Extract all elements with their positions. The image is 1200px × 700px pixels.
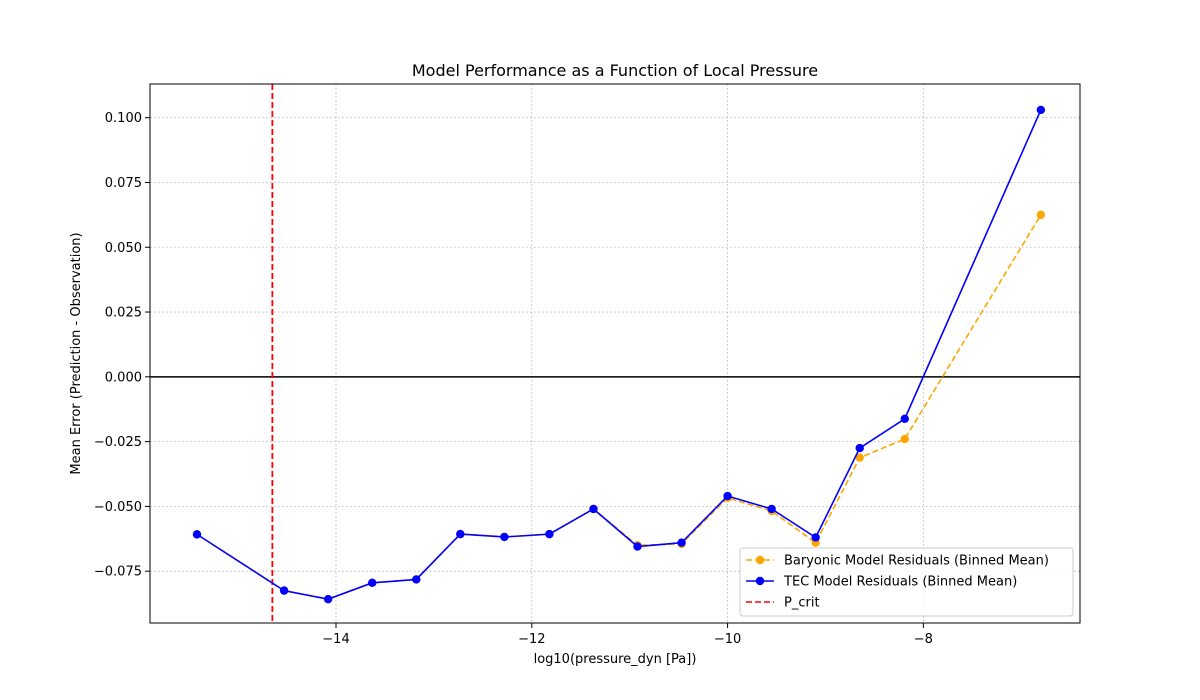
series-layer (192, 105, 1046, 604)
y-tick-label: −0.075 (94, 565, 142, 580)
plot-frame (149, 83, 1081, 624)
data-point (723, 491, 732, 501)
data-point (323, 594, 333, 604)
data-point (192, 530, 202, 539)
y-axis-label: Mean Error (Prediction - Observation) (69, 232, 84, 474)
data-point (677, 538, 686, 547)
data-point (589, 504, 598, 514)
data-point (1036, 105, 1046, 115)
legend-marker (755, 555, 765, 565)
x-axis-label: log10(pressure_dyn [Pa]) (534, 652, 697, 667)
y-tick-label: −0.050 (94, 500, 142, 515)
data-point (412, 575, 421, 584)
y-tick-label: 0.075 (105, 176, 142, 191)
legend-label: P_crit (784, 596, 820, 611)
x-tick-label: −12 (518, 632, 545, 647)
data-point (855, 443, 864, 453)
data-point (855, 453, 864, 462)
y-tick-label: 0.050 (105, 241, 142, 256)
data-point (456, 529, 465, 539)
data-point (767, 504, 776, 514)
data-point (633, 542, 642, 551)
legend: Baryonic Model Residuals (Binned Mean) TE… (739, 547, 1074, 617)
data-point (900, 434, 909, 444)
data-point (1036, 210, 1046, 220)
x-tick-label: −14 (322, 632, 349, 647)
legend-box (739, 547, 1074, 617)
data-point (368, 578, 377, 588)
data-point (900, 414, 909, 424)
x-tick-label: −8 (914, 632, 933, 647)
data-point (279, 586, 289, 595)
y-tick-label: 0.100 (105, 111, 142, 126)
legend-marker (755, 576, 765, 586)
legend-label: Baryonic Model Residuals (Binned Mean) (784, 554, 1049, 569)
legend-label: TEC Model Residuals (Binned Mean) (783, 575, 1017, 590)
y-tick-label: 0.025 (105, 306, 142, 321)
axis-ticks: −14 −12 −10 −8 −0.075 −0.050 −0.025 0.000 0.025 0… (94, 111, 933, 647)
data-point (545, 529, 554, 539)
series-tec (192, 105, 1046, 604)
y-tick-label: 0.000 (105, 370, 142, 385)
data-point (811, 533, 820, 542)
x-tick-label: −10 (714, 632, 741, 647)
reference-lines (150, 84, 1080, 623)
y-tick-label: −0.025 (94, 435, 142, 450)
data-point (500, 532, 509, 542)
chart-title: Model Performance as a Function of Local… (412, 61, 818, 80)
